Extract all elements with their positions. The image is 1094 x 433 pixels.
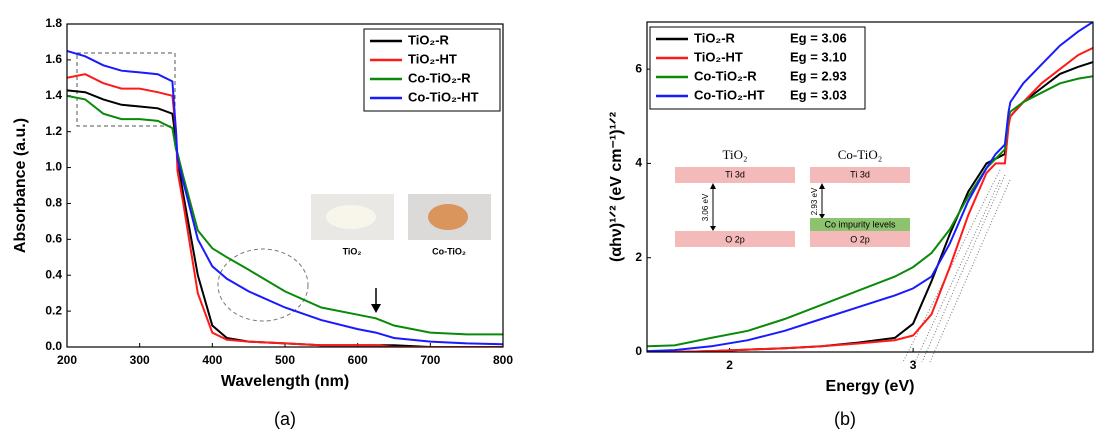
legend-eg: Eg = 3.10 (790, 49, 847, 64)
legend-label: TiO₂-R (408, 32, 450, 47)
impurity-level (810, 218, 910, 231)
series-line (67, 94, 503, 336)
inset-label: Co-TiO₂ (432, 246, 466, 256)
y-tick-label: 1.2 (45, 124, 62, 138)
x-tick-label: 500 (275, 353, 295, 367)
gap-label: 3.06 eV (701, 193, 710, 221)
x-tick-label: 700 (420, 353, 440, 367)
x-tick-label: 400 (202, 353, 222, 367)
level (675, 231, 795, 247)
plot-frame (646, 21, 1094, 353)
tangent (921, 174, 1006, 363)
y-tick-label: 0 (635, 344, 642, 358)
level-label: O 2p (725, 234, 745, 244)
y-tick-label: 0.2 (45, 303, 62, 317)
y-tick-label: 1.8 (45, 16, 62, 30)
inset-label: TiO₂ (343, 246, 362, 256)
level-label: O 2p (850, 234, 870, 244)
y-tick-label: 6 (635, 61, 642, 75)
series-line (647, 46, 1093, 352)
tangent (914, 179, 1001, 363)
legend-label: Co-TiO₂-R (694, 68, 757, 83)
legend-label: TiO₂-HT (408, 51, 457, 66)
inset-title: TiO₂ (722, 147, 747, 162)
caption: (b) (834, 409, 856, 429)
caption: (a) (274, 409, 296, 429)
legend-eg: Eg = 3.03 (790, 87, 847, 102)
highlight-circle (217, 248, 309, 322)
x-tick-label: 800 (493, 353, 513, 367)
powder (326, 205, 376, 229)
legend-eg: Eg = 2.93 (790, 68, 847, 83)
arrow-head (710, 183, 716, 231)
x-tick-label: 600 (348, 353, 368, 367)
y-tick-label: 1.0 (45, 160, 62, 174)
x-axis-label: Wavelength (nm) (221, 373, 349, 390)
gap-label: 2.93 eV (810, 187, 819, 215)
x-axis-label: Energy (eV) (826, 378, 915, 395)
y-tick-label: 0.0 (45, 339, 62, 353)
y-tick-label: 4 (635, 156, 642, 170)
y-tick-label: 2 (635, 250, 642, 264)
level-label: Ti 3d (725, 169, 745, 179)
tangent (929, 179, 1011, 363)
arrow-head (371, 304, 381, 313)
y-axis-label: Absorbance (a.u.) (12, 118, 29, 253)
x-tick-label: 2 (726, 358, 733, 372)
level-label: Co impurity levels (824, 219, 896, 229)
y-tick-label: 0.6 (45, 232, 62, 246)
level-label: Ti 3d (850, 169, 870, 179)
series-line (67, 49, 503, 346)
y-tick-label: 0.8 (45, 196, 62, 210)
x-tick-label: 200 (57, 353, 77, 367)
legend-eg: Eg = 3.06 (790, 30, 847, 45)
y-tick-label: 1.6 (45, 52, 62, 66)
level (810, 231, 910, 247)
legend-label: Co-TiO₂-HT (694, 87, 765, 102)
plot-frame (66, 23, 504, 348)
level (675, 167, 795, 183)
legend-label: Co-TiO₂-HT (408, 89, 479, 104)
powder (428, 204, 468, 230)
legend-label: Co-TiO₂-R (408, 70, 471, 85)
y-tick-label: 0.4 (45, 267, 62, 281)
series-line (67, 73, 503, 347)
y-tick-label: 1.4 (45, 88, 62, 102)
inset-title: Co-TiO₂ (838, 147, 883, 162)
y-axis-label: (αhν)¹ᐟ² (eV cm⁻¹)¹ᐟ² (608, 112, 625, 262)
level (810, 167, 910, 183)
x-tick-label: 300 (130, 353, 150, 367)
tangent (902, 169, 1001, 363)
series-line (647, 22, 1093, 352)
x-tick-label: 3 (910, 358, 917, 372)
highlight-box (76, 52, 176, 127)
legend-label: TiO₂-R (694, 30, 736, 45)
series-line (647, 75, 1093, 348)
legend-label: TiO₂-HT (694, 49, 743, 64)
